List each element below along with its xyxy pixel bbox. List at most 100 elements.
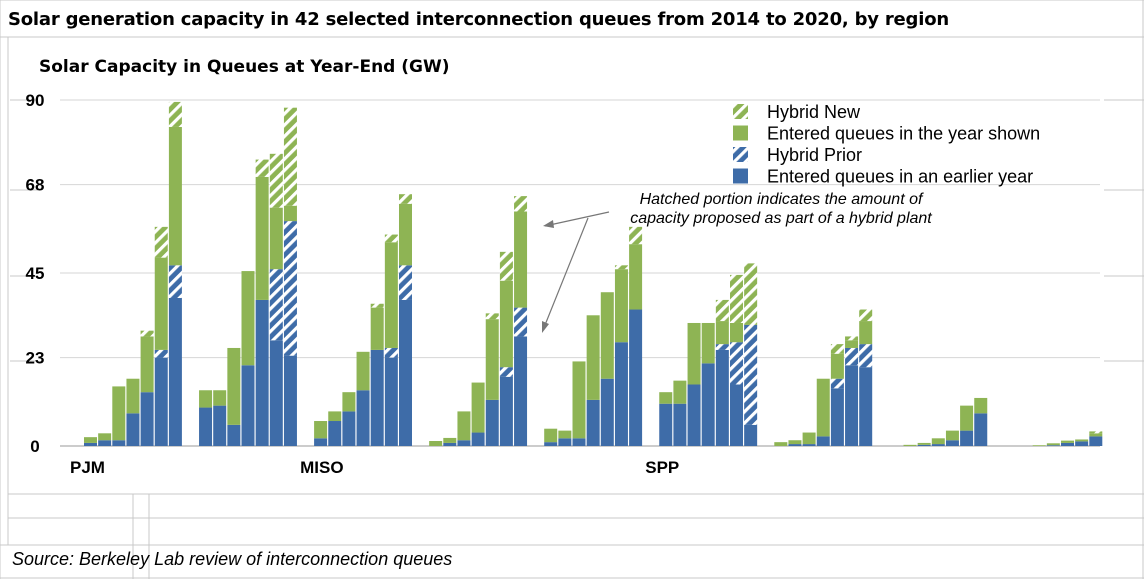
bar-segment-hybrid-prior [269, 269, 283, 341]
legend-swatch [733, 125, 748, 141]
annotation-arrow-2 [542, 217, 589, 331]
bar-segment-hybrid-new [730, 274, 743, 323]
stacked-bar [830, 344, 844, 446]
bar-segment-hybrid-new [830, 344, 844, 354]
bar-segment-entered [816, 378, 830, 437]
stacked-bar [1046, 443, 1060, 446]
stacked-bar [544, 428, 558, 446]
bar-segment-entered [255, 176, 269, 300]
bar-segment-entered [112, 386, 126, 441]
bar-segment-entered [269, 207, 283, 270]
bar-segment-entered [600, 292, 614, 379]
legend-label: Entered queues in the year shown [767, 124, 1040, 144]
annotation-arrowhead-2 [542, 321, 549, 333]
bar-segment-entered [1046, 443, 1060, 446]
bar-segment-earlier [255, 299, 269, 446]
stacked-bar [774, 442, 788, 446]
bar-segment-earlier [457, 440, 471, 446]
bar-segment-earlier [802, 444, 816, 446]
bar-segment-entered [199, 390, 213, 408]
stacked-bar [931, 438, 945, 446]
bar-segment-entered [485, 319, 499, 400]
stacked-bar [701, 322, 715, 446]
bar-segment-earlier [715, 349, 729, 446]
stacked-bar [84, 437, 97, 446]
stacked-bar [974, 397, 988, 446]
bar-segment-earlier [342, 411, 356, 446]
bar-segment-hybrid-new [744, 263, 758, 325]
annotation-line-2: capacity proposed as part of a hybrid pl… [630, 210, 932, 227]
bar-segment-entered [384, 242, 398, 348]
bar-segment-hybrid-prior [830, 378, 844, 389]
bar-segment-entered [1061, 440, 1074, 443]
legend-swatch [733, 168, 748, 184]
bar-segment-entered [213, 390, 227, 406]
bar-segment-earlier [1046, 445, 1060, 446]
bar-group [84, 101, 182, 446]
bar-segment-earlier [499, 376, 513, 446]
bar-segment-entered [845, 340, 859, 348]
bar-segment-earlier [314, 438, 328, 446]
bar-segment-hybrid-new [1089, 431, 1103, 434]
bar-segment-entered [544, 428, 558, 443]
bar-segment-entered [241, 271, 255, 366]
annotation: Hatched portion indicates the amount of … [542, 191, 932, 333]
bar-group [774, 309, 873, 446]
stacked-bar [199, 390, 213, 446]
bar-segment-earlier [112, 440, 126, 446]
bar-segment-earlier [629, 309, 643, 446]
bar-segment-earlier [586, 399, 600, 446]
bar-segment-earlier [227, 424, 241, 446]
bar-segment-earlier [544, 442, 558, 446]
bar-segment-entered [659, 392, 673, 404]
bar-segment-entered [1075, 439, 1089, 442]
bar-segment-entered [673, 380, 687, 404]
bar-segment-earlier [701, 363, 715, 446]
bar-segment-hybrid-prior [399, 265, 412, 300]
stacked-bar [471, 382, 485, 446]
bar-segment-entered [370, 307, 384, 350]
bar-segment-entered [154, 257, 168, 350]
stacked-bar [112, 386, 126, 446]
bar-segment-entered [1032, 445, 1046, 446]
legend-label: Hybrid New [767, 102, 861, 122]
stacked-bar [499, 251, 513, 446]
stacked-bar [945, 430, 959, 446]
bar-group [659, 263, 758, 446]
bar-group [199, 107, 297, 446]
bar-segment-earlier [558, 438, 572, 446]
bar-segment-earlier [126, 413, 140, 446]
stacked-bar [328, 411, 342, 446]
bar-segment-earlier [859, 367, 873, 446]
bar-segment-entered [572, 361, 586, 439]
legend-swatch [733, 147, 748, 162]
stacked-bar [802, 432, 816, 446]
stacked-bar [384, 234, 398, 446]
annotation-arrowhead-1 [543, 220, 554, 228]
y-tick-label: 0 [30, 437, 39, 456]
bar-segment-earlier [283, 355, 297, 446]
bar-segment-entered [283, 205, 297, 222]
stacked-bar [269, 153, 283, 446]
bar-segment-entered [168, 126, 182, 266]
bar-segment-entered [629, 244, 643, 310]
bar-segment-entered [399, 203, 412, 266]
bar-segment-hybrid-new [140, 330, 154, 337]
bar-segment-hybrid-prior [168, 265, 182, 298]
bar-segment-hybrid-new [269, 153, 283, 208]
bar-segment-entered [788, 440, 802, 445]
bar-segment-earlier [572, 438, 586, 446]
y-tick-label: 45 [26, 264, 45, 283]
bar-segment-entered [586, 315, 600, 400]
bar-segment-earlier [730, 384, 743, 446]
stacked-bar [370, 303, 384, 446]
bar-segment-earlier [1089, 436, 1103, 446]
bar-segment-hybrid-new [514, 196, 528, 212]
group-label: PJM [70, 458, 105, 477]
bar-group [314, 194, 412, 446]
bar-segment-earlier [98, 440, 112, 446]
stacked-bar [687, 322, 701, 446]
bar-segment-entered [84, 437, 97, 443]
stacked-bar [586, 315, 600, 446]
